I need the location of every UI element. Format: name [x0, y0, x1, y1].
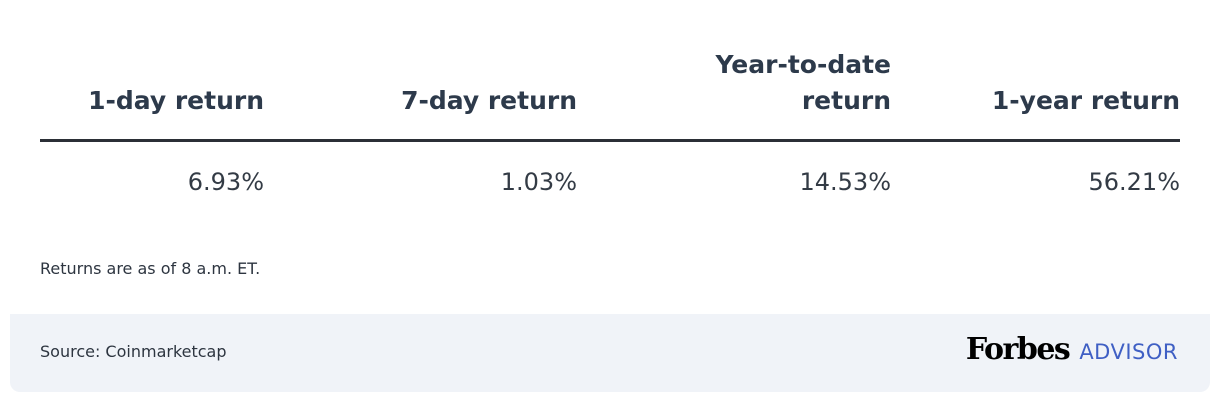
- cell-1-day: 6.93%: [187, 168, 264, 196]
- source-text: Source: Coinmarketcap: [40, 342, 227, 361]
- returns-table: 1-day return 7-day return Year-to-date r…: [40, 40, 1180, 222]
- column-header-1-day: 1-day return: [88, 86, 264, 115]
- column-header-7-day: 7-day return: [401, 86, 577, 115]
- forbes-advisor-logo: Forbes ADVISOR: [966, 332, 1178, 367]
- returns-note: Returns are as of 8 a.m. ET.: [40, 259, 261, 278]
- column-header-ytd: Year-to-date return: [715, 50, 891, 115]
- cell-1-year: 56.21%: [1088, 168, 1180, 196]
- cell-7-day: 1.03%: [500, 168, 577, 196]
- logo-advisor: ADVISOR: [1079, 340, 1178, 364]
- column-header-1-year: 1-year return: [991, 86, 1180, 115]
- logo-forbes: Forbes: [965, 332, 1071, 367]
- cell-ytd: 14.53%: [799, 168, 891, 196]
- table-row: 6.93% 1.03% 14.53% 56.21%: [40, 142, 1180, 222]
- footer: Source: Coinmarketcap Forbes ADVISOR: [10, 314, 1210, 392]
- table-header-row: 1-day return 7-day return Year-to-date r…: [40, 40, 1180, 142]
